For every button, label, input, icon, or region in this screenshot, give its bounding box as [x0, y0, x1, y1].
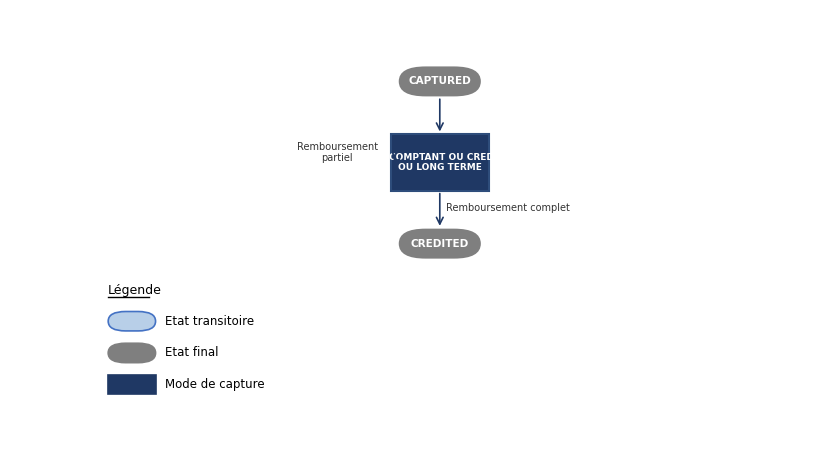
FancyBboxPatch shape — [108, 311, 156, 331]
Text: Remboursement complet: Remboursement complet — [446, 202, 570, 213]
Text: CREDITED: CREDITED — [411, 239, 469, 249]
Text: Etat final: Etat final — [165, 346, 218, 360]
Text: Légende: Légende — [108, 284, 162, 296]
Text: Etat transitoire: Etat transitoire — [165, 315, 254, 328]
FancyArrowPatch shape — [393, 153, 399, 162]
FancyBboxPatch shape — [399, 66, 481, 96]
FancyBboxPatch shape — [399, 229, 481, 259]
FancyBboxPatch shape — [108, 375, 156, 394]
FancyBboxPatch shape — [391, 134, 489, 191]
Text: SI COMPTANT OU CREDIT
OU LONG TERME: SI COMPTANT OU CREDIT OU LONG TERME — [376, 153, 504, 172]
Text: Mode de capture: Mode de capture — [165, 378, 265, 391]
Text: Remboursement
partiel: Remboursement partiel — [297, 142, 377, 163]
Text: CAPTURED: CAPTURED — [408, 76, 471, 87]
FancyBboxPatch shape — [108, 343, 156, 363]
